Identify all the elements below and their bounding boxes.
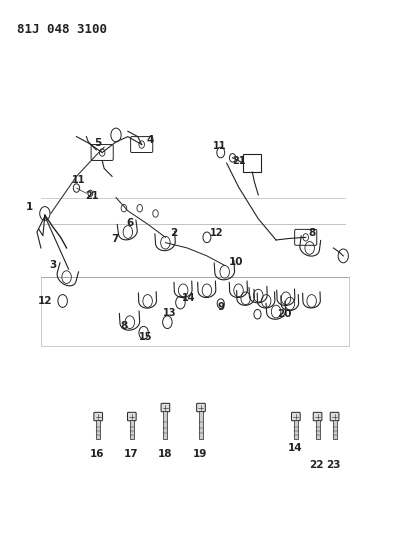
Text: 19: 19 (193, 449, 207, 459)
Bar (333, 419, 337, 439)
Text: 1: 1 (25, 202, 33, 212)
Text: 81J 048 3100: 81J 048 3100 (17, 22, 107, 36)
Text: 18: 18 (157, 449, 172, 459)
Text: 8: 8 (309, 228, 316, 238)
FancyBboxPatch shape (161, 403, 170, 412)
FancyBboxPatch shape (127, 413, 136, 421)
Text: 20: 20 (277, 309, 292, 319)
Bar (199, 411, 203, 439)
Text: 12: 12 (38, 296, 52, 305)
Text: 13: 13 (164, 308, 177, 318)
Bar (316, 419, 320, 439)
Text: 7: 7 (111, 233, 119, 244)
Text: 10: 10 (228, 257, 243, 268)
Text: 3: 3 (49, 260, 56, 270)
Text: 21: 21 (85, 191, 99, 200)
Text: 8: 8 (120, 321, 127, 331)
Text: 5: 5 (94, 138, 101, 148)
Text: 12: 12 (210, 228, 223, 238)
Bar (96, 419, 100, 439)
Text: 11: 11 (72, 175, 85, 185)
Text: 2: 2 (171, 228, 178, 238)
Text: 9: 9 (218, 302, 225, 312)
Text: 15: 15 (139, 332, 152, 342)
Bar (244, 154, 261, 172)
Text: 6: 6 (126, 217, 133, 228)
Bar (164, 411, 168, 439)
Text: 4: 4 (147, 135, 154, 146)
FancyBboxPatch shape (291, 413, 300, 421)
Text: 11: 11 (213, 141, 226, 151)
Text: 22: 22 (310, 460, 324, 470)
Text: 14: 14 (288, 442, 302, 453)
Text: 23: 23 (326, 460, 341, 470)
FancyBboxPatch shape (94, 413, 103, 421)
FancyBboxPatch shape (313, 413, 322, 421)
Bar (294, 419, 298, 439)
Text: 21: 21 (232, 156, 246, 166)
Text: 16: 16 (90, 449, 104, 459)
Bar (130, 419, 134, 439)
FancyBboxPatch shape (197, 403, 205, 412)
FancyBboxPatch shape (330, 413, 339, 421)
Text: 14: 14 (182, 293, 196, 303)
Text: 17: 17 (124, 449, 139, 459)
